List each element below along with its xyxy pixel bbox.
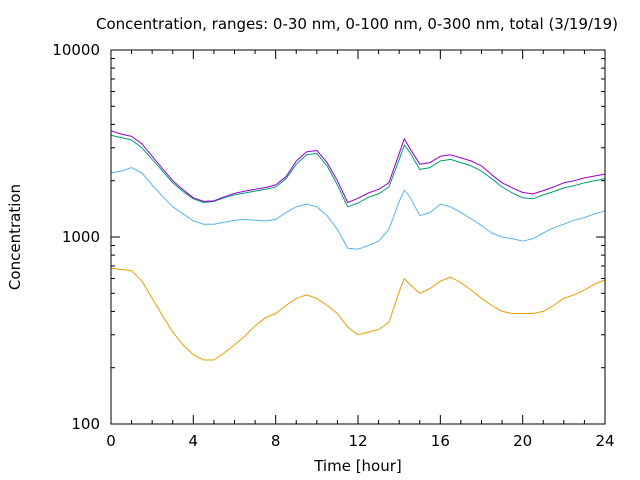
x-tick-label: 8	[271, 432, 281, 450]
x-tick-label: 20	[513, 432, 532, 450]
y-tick-label: 1000	[62, 228, 100, 246]
series-line-4	[110, 130, 606, 203]
y-tick-label: 10000	[52, 41, 100, 59]
x-tick-label: 0	[106, 432, 116, 450]
plot-frame	[110, 49, 606, 425]
x-tick-label: 24	[595, 432, 614, 450]
chart-title: Concentration, ranges: 0-30 nm, 0-100 nm…	[96, 15, 618, 33]
series-line-3	[110, 134, 606, 208]
tick-layer: 0 4 8 12 16 20 24 100 1000 10000	[52, 41, 614, 450]
x-axis-label: Time [hour]	[313, 457, 402, 475]
x-tick-label: 16	[431, 432, 450, 450]
x-tick-label: 12	[348, 432, 367, 450]
y-axis-label: Concentration	[6, 184, 24, 290]
x-tick-label: 4	[189, 432, 199, 450]
series-layer	[110, 130, 606, 361]
series-line-1	[110, 267, 606, 361]
series-line-2	[110, 167, 606, 250]
y-tick-label: 100	[71, 415, 100, 433]
